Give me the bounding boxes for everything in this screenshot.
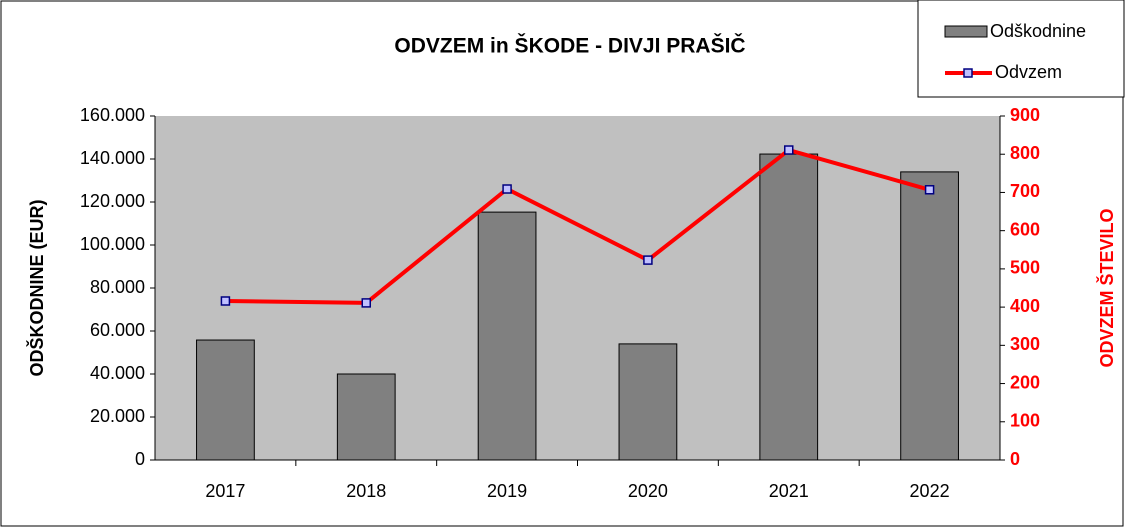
y-tick-label: 60.000 bbox=[90, 320, 145, 340]
y-tick-label: 40.000 bbox=[90, 363, 145, 383]
y-tick-label: 160.000 bbox=[80, 105, 145, 125]
y2-tick-label: 900 bbox=[1010, 105, 1040, 125]
legend-marker bbox=[963, 68, 973, 78]
marker bbox=[361, 298, 371, 308]
legend bbox=[917, 0, 1125, 98]
x-tick-label: 2017 bbox=[205, 481, 245, 501]
y2-tick-label: 400 bbox=[1010, 296, 1040, 316]
y2-tick-label: 600 bbox=[1010, 219, 1040, 239]
x-tick-label: 2020 bbox=[628, 481, 668, 501]
plot-area bbox=[155, 116, 1000, 460]
y-axis-label: ODŠKODNINE (EUR) bbox=[26, 199, 47, 376]
x-tick-label: 2018 bbox=[346, 481, 386, 501]
y-tick-label: 20.000 bbox=[90, 406, 145, 426]
x-tick-label: 2019 bbox=[487, 481, 527, 501]
y-tick-label: 100.000 bbox=[80, 234, 145, 254]
bar bbox=[900, 171, 959, 461]
y-tick-label: 80.000 bbox=[90, 277, 145, 297]
marker bbox=[502, 184, 512, 194]
y2-tick-label: 0 bbox=[1010, 449, 1020, 469]
legend-label: Odškodnine bbox=[990, 21, 1086, 41]
chart-title: ODVZEM in ŠKODE - DIVJI PRAŠIČ bbox=[394, 34, 745, 58]
y2-tick-label: 100 bbox=[1010, 411, 1040, 431]
marker bbox=[643, 255, 653, 265]
y-tick-label: 140.000 bbox=[80, 148, 145, 168]
y2-tick-label: 200 bbox=[1010, 372, 1040, 392]
y2-axis-label: ODVZEM ŠTEVILO bbox=[1096, 208, 1117, 367]
marker bbox=[220, 296, 231, 306]
line bbox=[225, 147, 931, 305]
y2-tick-label: 500 bbox=[1010, 258, 1040, 278]
bar bbox=[618, 343, 678, 461]
y-tick-label: 0 bbox=[135, 449, 145, 469]
y2-tick-label: 300 bbox=[1010, 334, 1040, 354]
marker bbox=[924, 185, 935, 195]
legend-swatch bbox=[944, 25, 988, 38]
y2-tick-label: 800 bbox=[1010, 143, 1040, 163]
bar bbox=[477, 211, 537, 461]
x-tick-label: 2021 bbox=[769, 481, 809, 501]
bar bbox=[336, 373, 396, 461]
bar bbox=[759, 153, 819, 461]
x-tick-label: 2022 bbox=[910, 481, 950, 501]
y2-tick-label: 700 bbox=[1010, 181, 1040, 201]
y-tick-label: 120.000 bbox=[80, 191, 145, 211]
bar bbox=[196, 339, 255, 461]
legend-label: Odvzem bbox=[995, 62, 1062, 82]
marker bbox=[784, 145, 794, 155]
